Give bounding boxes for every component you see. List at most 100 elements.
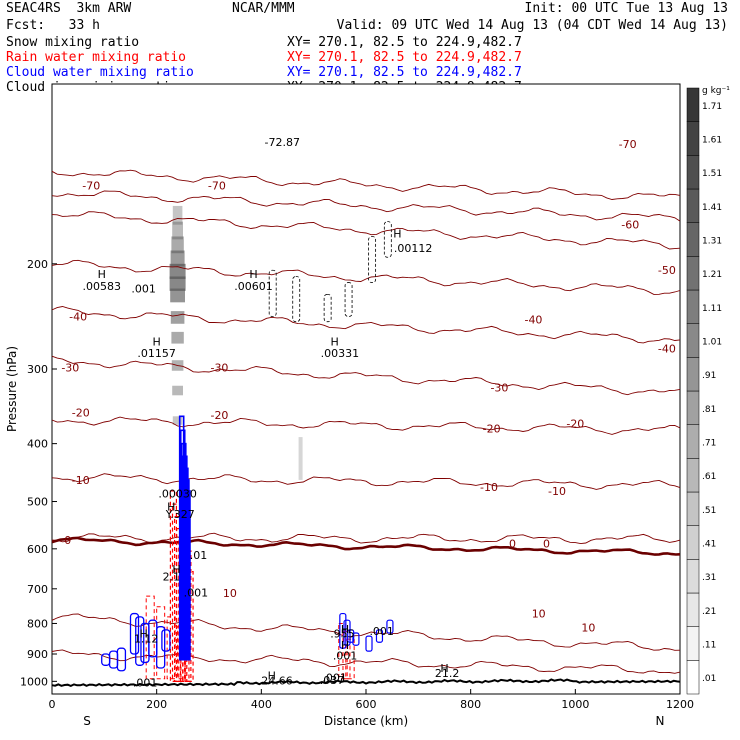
header-forecast: Fcst: 33 h — [6, 18, 100, 33]
header-init: Init: 00 UTC Tue 13 Aug 13 — [524, 1, 729, 16]
isotherm-line — [51, 190, 681, 222]
snow-shade-band — [170, 288, 185, 303]
extremum-label: H — [268, 669, 276, 682]
cloud-ice-contours — [268, 221, 392, 323]
isotherm-line — [51, 473, 681, 490]
colorbar-label: .51 — [702, 506, 716, 516]
x-end-label-left: S — [83, 714, 91, 728]
isotherm-label: -40 — [69, 310, 87, 323]
field-xy: XY= 270.1, 82.5 to 224.9,482.7 — [287, 35, 522, 50]
x-tick-label: 400 — [251, 698, 272, 711]
isotherm-label: -40 — [524, 314, 542, 327]
cloud-ice-contour — [368, 236, 377, 283]
colorbar-segment — [686, 188, 700, 223]
extremum-label: 2.1 — [163, 571, 181, 584]
field-label: Snow mixing ratio — [6, 35, 140, 50]
colorbar-label: 1.11 — [702, 304, 722, 314]
extremum-label: H — [341, 623, 349, 636]
colorbar-segment — [686, 660, 700, 695]
extremum-label: H — [167, 501, 175, 514]
x-tick-label: 1200 — [666, 698, 694, 711]
y-tick-label: 500 — [27, 496, 48, 509]
extremum-label: .001 — [333, 649, 358, 662]
colorbar-segment — [686, 87, 700, 122]
extremum-label: H — [98, 268, 106, 281]
cloud-water-contour — [101, 653, 111, 666]
colorbar-label: 1.51 — [702, 169, 722, 179]
colorbar-segment — [686, 121, 700, 156]
y-tick-label: 200 — [27, 258, 48, 271]
extremum-label: .001 — [133, 677, 158, 690]
extremum-label: .00331 — [321, 347, 360, 360]
cloud-water-contour — [343, 619, 351, 646]
terrain-surface-line — [51, 678, 681, 687]
colorbar-label: 1.41 — [702, 203, 722, 213]
colorbar-segment — [686, 592, 700, 627]
isotherm-line — [51, 416, 681, 435]
header-model: SEAC4RS 3km ARW — [6, 1, 132, 16]
isotherm-label: -50 — [658, 264, 676, 277]
cloud-ice-contour — [292, 276, 301, 323]
isotherm-label: -10 — [72, 474, 90, 487]
extremum-label: 1.12 — [134, 633, 159, 646]
isotherm-label: -10 — [548, 485, 566, 498]
rain-contour — [346, 638, 355, 680]
isotherm-label: -70 — [82, 180, 100, 193]
colorbar-label: .71 — [702, 439, 716, 449]
colorbar-segment — [686, 458, 700, 493]
cloud-water-contour — [386, 619, 394, 634]
isotherm-line — [51, 211, 681, 250]
extremum-label: H — [153, 336, 161, 349]
extremum-label: .00583 — [82, 280, 121, 293]
extremum-label: 24.66 — [261, 675, 293, 688]
x-tick-label: 200 — [146, 698, 167, 711]
isotherm-label: -30 — [490, 381, 508, 394]
y-tick-label: 900 — [27, 648, 48, 661]
colorbar-segment — [686, 626, 700, 661]
cloud-water-contour — [156, 626, 166, 669]
colorbar-label: 1.01 — [702, 338, 722, 348]
extremum-label: H — [393, 228, 401, 241]
cloud-water-contour — [365, 635, 373, 652]
field-xy: XY= 270.1, 82.5 to 224.9,482.7 — [287, 50, 522, 65]
colorbar-segment — [686, 222, 700, 257]
rain-contour — [145, 595, 155, 680]
y-tick-label: 1000 — [20, 675, 48, 688]
colorbar-segment — [686, 256, 700, 291]
y-tick-label: 700 — [27, 583, 48, 596]
colorbar-label: .81 — [702, 405, 716, 415]
isotherm-line — [51, 259, 681, 295]
cloud-water-contour — [352, 632, 360, 646]
isotherm-line — [51, 169, 681, 200]
extremum-label: .001 — [184, 586, 209, 599]
colorbar-label: 1.21 — [702, 270, 722, 280]
cloud-water-contour — [347, 629, 355, 643]
isotherm-label: -10 — [480, 481, 498, 494]
y-tick-label: 300 — [27, 363, 48, 376]
rain-contour — [166, 616, 176, 680]
isotherm-label: 0 — [543, 538, 550, 551]
header-valid: Valid: 09 UTC Wed 14 Aug 13 (04 CDT Wed … — [336, 18, 728, 33]
snow-shade-band — [171, 331, 184, 344]
field-label: Cloud water mixing ratio — [6, 65, 194, 80]
colorbar-label: .11 — [702, 641, 716, 651]
isotherm-label: -20 — [72, 407, 90, 420]
colorbar-segment — [686, 525, 700, 560]
snow-shade-band — [298, 437, 303, 480]
y-tick-label: 600 — [27, 543, 48, 556]
x-axis-title: Distance (km) — [324, 714, 408, 728]
isotherm-label: 10 — [223, 587, 237, 600]
x-tick-label: 0 — [49, 698, 56, 711]
extremum-label: H — [139, 628, 147, 641]
colorbar-label: 1.31 — [702, 237, 722, 247]
x-tick-label: 600 — [356, 698, 377, 711]
cloud-water-contour — [161, 629, 171, 652]
cloud-water-contour — [135, 616, 145, 666]
extremum-label: H — [440, 662, 448, 675]
extremum-label: H — [172, 563, 180, 576]
snow-shade-band — [172, 221, 183, 240]
colorbar-label: .31 — [702, 573, 716, 583]
cloud-ice-contour — [268, 269, 277, 317]
isotherm-label: -20 — [483, 422, 501, 435]
colorbar-segment — [686, 357, 700, 392]
